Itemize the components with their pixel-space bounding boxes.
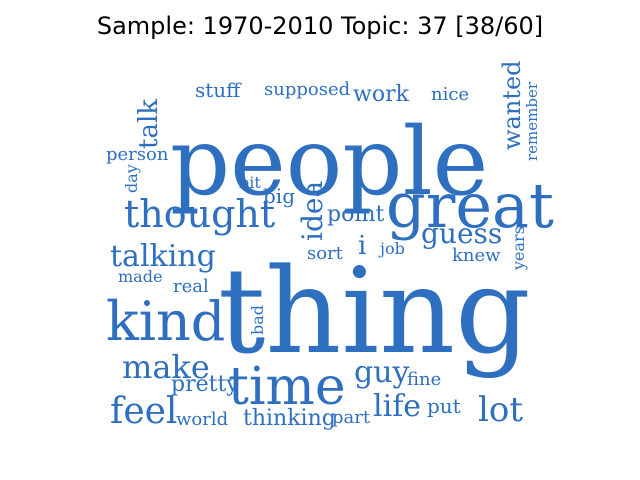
cloud-word-big: big: [263, 184, 295, 208]
cloud-word-idea: idea: [296, 181, 329, 241]
cloud-word-thinking: thinking: [243, 406, 336, 431]
cloud-word-bit: bit: [239, 173, 261, 192]
cloud-word-sort: sort: [307, 243, 344, 264]
cloud-word-wanted: wanted: [498, 60, 526, 150]
cloud-word-time: time: [228, 357, 346, 417]
cloud-word-nice: nice: [431, 84, 469, 105]
cloud-word-stuff: stuff: [195, 78, 242, 102]
cloud-word-years: years: [509, 226, 528, 271]
cloud-word-day: day: [122, 164, 141, 193]
cloud-word-feel: feel: [110, 391, 177, 432]
cloud-word-knew: knew: [452, 245, 501, 266]
cloud-word-talking: talking: [110, 239, 216, 274]
cloud-word-real: real: [173, 276, 209, 297]
cloud-word-made: made: [118, 267, 162, 286]
cloud-word-talk: talk: [134, 99, 164, 149]
cloud-word-remember: remember: [523, 81, 541, 161]
cloud-word-point: point: [327, 202, 385, 227]
cloud-word-kind: kind: [106, 290, 225, 353]
cloud-word-job: job: [378, 239, 405, 258]
cloud-word-bad: bad: [248, 305, 267, 335]
cloud-word-great: great: [386, 169, 554, 242]
cloud-word-thing: thing: [218, 242, 531, 380]
cloud-word-people: people: [170, 108, 488, 217]
cloud-word-guess: guess: [421, 217, 502, 250]
cloud-word-person: person: [106, 144, 169, 165]
cloud-word-guy: guy: [354, 355, 410, 390]
cloud-word-put: put: [427, 394, 461, 418]
cloud-word-work: work: [353, 82, 410, 107]
cloud-word-lot: lot: [478, 390, 523, 430]
cloud-word-thought: thought: [124, 192, 275, 236]
cloud-word-i: i: [358, 231, 366, 261]
cloud-word-pretty: pretty: [171, 372, 239, 397]
cloud-word-life: life: [373, 389, 421, 424]
figure-title: Sample: 1970-2010 Topic: 37 [38/60]: [96, 12, 544, 40]
cloud-word-supposed: supposed: [264, 79, 350, 100]
cloud-word-fine: fine: [407, 369, 441, 390]
cloud-word-make: make: [122, 348, 210, 386]
cloud-word-part: part: [332, 407, 371, 428]
cloud-word-world: world: [176, 409, 228, 430]
